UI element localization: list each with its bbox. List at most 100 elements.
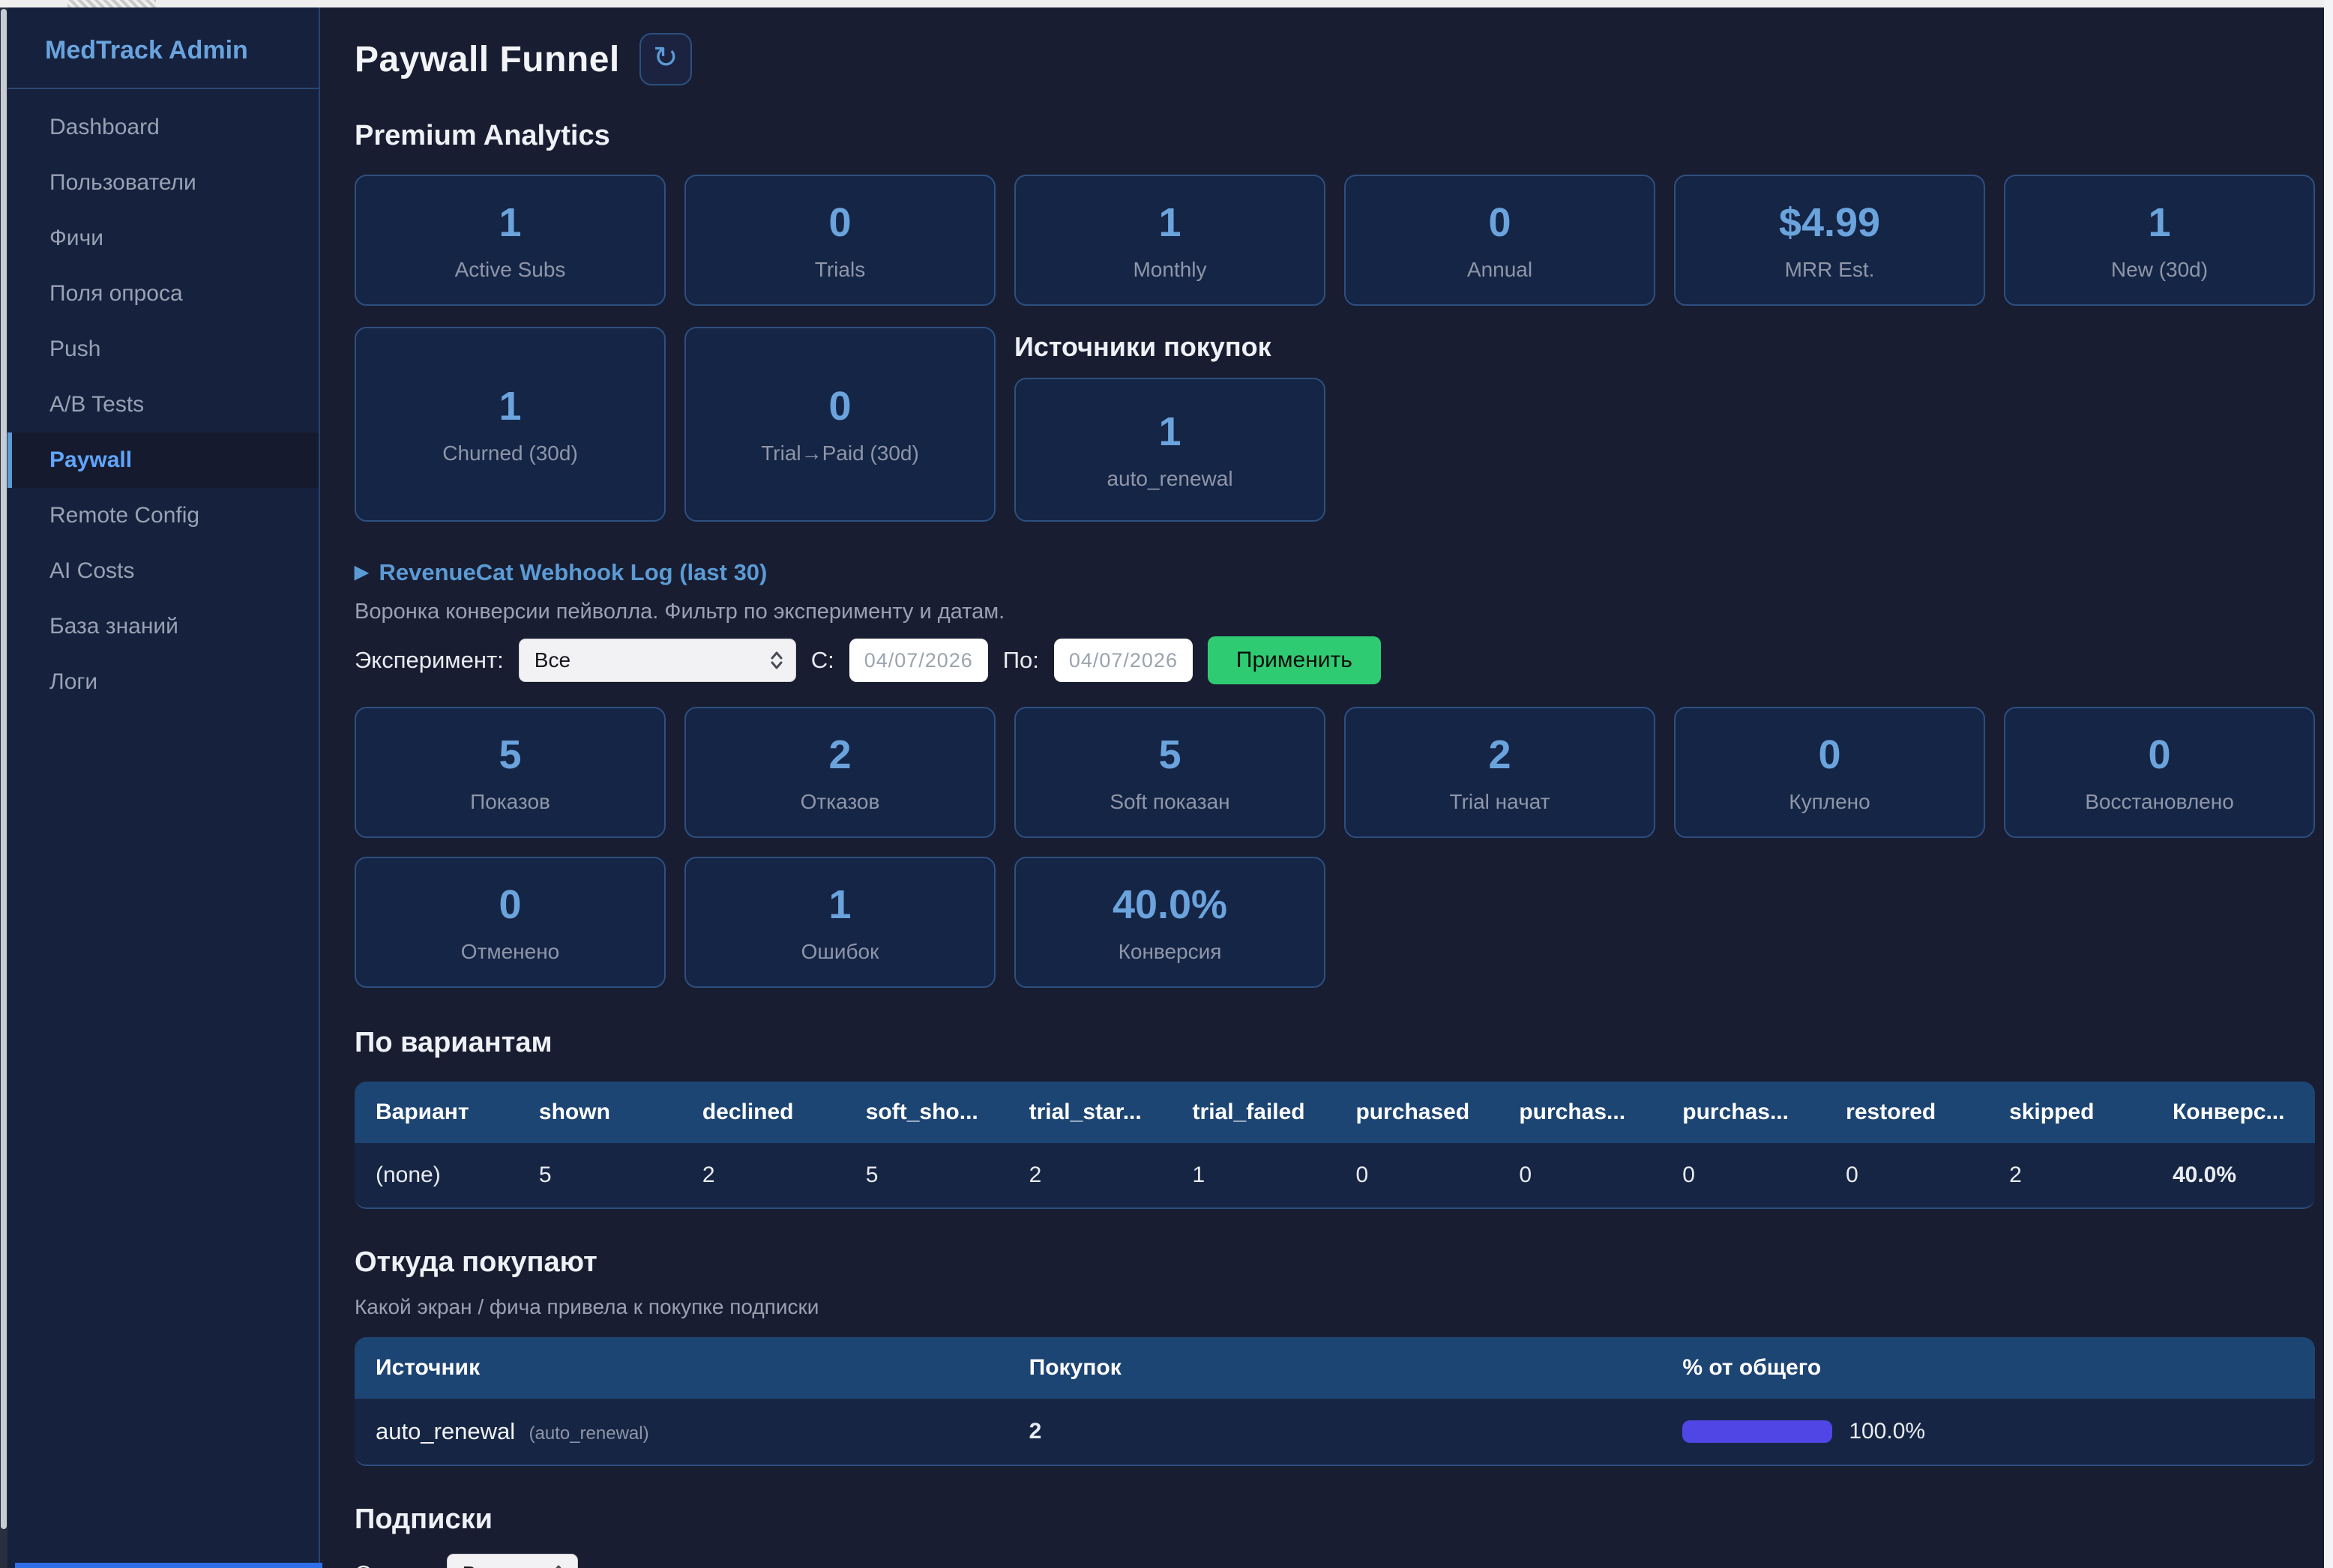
stat-value: 1 <box>2148 199 2171 245</box>
stat-card-trial-to-paid: 0 Trial→Paid (30d) <box>684 327 996 522</box>
stat-card-conversion: 40.0% Конверсия <box>1014 857 1325 988</box>
status-select[interactable]: Все <box>446 1554 578 1568</box>
stat-value: 1 <box>1158 199 1181 245</box>
sidebar-item-ai-costs[interactable]: AI Costs <box>49 558 135 583</box>
stat-label: Trial→Paid (30d) <box>761 441 919 465</box>
variants-table: Вариант shown declined soft_sho... trial… <box>355 1082 2315 1209</box>
stat-value: 0 <box>499 881 522 927</box>
premium-stats-row-1: 1 Active Subs 0 Trials 1 Monthly 0 Annua… <box>355 175 2315 306</box>
stat-label: Отменено <box>460 939 560 963</box>
cell-conversion: 40.0% <box>2151 1143 2315 1207</box>
vertical-scrollbar-thumb[interactable] <box>1 9 7 1529</box>
source-name: auto_renewal <box>376 1418 516 1444</box>
cell-trial-failed: 1 <box>1171 1143 1335 1207</box>
cell-soft-shown: 5 <box>844 1143 1008 1207</box>
cell-trial-started: 2 <box>1008 1143 1172 1207</box>
sidebar-item-users[interactable]: Пользователи <box>49 170 196 195</box>
sidebar-nav: Dashboard Пользователи Фичи Поля опроса … <box>7 89 319 710</box>
stat-label: New (30d) <box>2110 257 2209 281</box>
column-header: trial_failed <box>1171 1082 1335 1143</box>
cell-percent: 100.0% <box>1661 1399 2315 1465</box>
apply-button[interactable]: Применить <box>1207 636 1381 684</box>
stat-value: 0 <box>1488 199 1511 245</box>
column-header-purchases: Покупок <box>1008 1337 1662 1399</box>
column-header: purchas... <box>1498 1082 1662 1143</box>
stat-card-active-subs: 1 Active Subs <box>355 175 666 306</box>
stat-value: $4.99 <box>1778 199 1881 245</box>
premium-stats-row-2: 1 Churned (30d) 0 Trial→Paid (30d) Источ… <box>355 327 2315 522</box>
origin-table-row: auto_renewal (auto_renewal) 2 100.0% <box>355 1399 2315 1465</box>
cell-source: auto_renewal (auto_renewal) <box>355 1399 1008 1465</box>
variants-table-header-row: Вариант shown declined soft_sho... trial… <box>355 1082 2315 1143</box>
sidebar-item-dashboard[interactable]: Dashboard <box>49 115 160 139</box>
stat-label: Куплено <box>1789 789 1870 813</box>
experiment-select-value: Все <box>534 648 571 672</box>
stat-value: 0 <box>828 384 852 429</box>
source-note: (auto_renewal) <box>529 1423 649 1444</box>
subscriptions-heading: Подписки <box>355 1504 493 1535</box>
cell-variant: (none) <box>355 1143 518 1207</box>
window-top-hatch-texture <box>67 0 156 7</box>
stat-label: Trial начат <box>1449 789 1550 813</box>
experiment-select[interactable]: Все <box>518 639 796 682</box>
column-header: shown <box>517 1082 681 1143</box>
column-header: Вариант <box>355 1082 518 1143</box>
sidebar-item-push[interactable]: Push <box>49 337 101 361</box>
window-top-edge <box>0 0 2333 7</box>
date-from-input[interactable]: 04/07/2026 <box>849 639 988 682</box>
percent-bar <box>1682 1420 1833 1443</box>
purchase-origin-subtitle: Какой экран / фича привела к покупке под… <box>355 1295 819 1318</box>
stat-value: 0 <box>2148 732 2171 777</box>
sidebar-item-knowledge-base[interactable]: База знаний <box>49 614 178 639</box>
collapsed-triangle-icon: ▶ <box>355 562 369 582</box>
column-header: Конверс... <box>2151 1082 2315 1143</box>
cell-shown: 5 <box>517 1143 681 1207</box>
stat-card-new-30d: 1 New (30d) <box>2004 175 2315 306</box>
sidebar: MedTrack Admin Dashboard Пользователи Фи… <box>7 7 320 1568</box>
refresh-button[interactable]: ↻ <box>639 33 692 85</box>
date-to-input[interactable]: 04/07/2026 <box>1053 639 1193 682</box>
status-label: Статус: <box>355 1561 435 1568</box>
column-header: restored <box>1825 1082 1989 1143</box>
stat-value: 0 <box>828 199 852 245</box>
select-chevrons-icon <box>555 1565 562 1568</box>
stat-value: 1 <box>828 881 852 927</box>
stat-card-trials: 0 Trials <box>684 175 996 306</box>
stat-label: MRR Est. <box>1784 257 1875 281</box>
column-header: declined <box>681 1082 845 1143</box>
stat-card-shown: 5 Показов <box>355 707 666 838</box>
cell-purchase-3: 0 <box>1661 1143 1825 1207</box>
stat-value: 2 <box>1488 732 1511 777</box>
date-to-value: 04/07/2026 <box>1068 648 1178 672</box>
webhook-log-label: RevenueCat Webhook Log (last 30) <box>379 559 768 585</box>
stat-card-annual: 0 Annual <box>1344 175 1655 306</box>
stat-value: 1 <box>1158 409 1181 454</box>
stat-card-mrr: $4.99 MRR Est. <box>1674 175 1985 306</box>
sidebar-item-features[interactable]: Фичи <box>49 226 103 250</box>
date-from-label: С: <box>810 647 834 673</box>
stat-label: Показов <box>470 789 550 813</box>
stat-card-purchased: 0 Куплено <box>1674 707 1985 838</box>
stat-card-monthly: 1 Monthly <box>1014 175 1325 306</box>
purchase-sources-block: Источники покупок 1 auto_renewal <box>1014 327 1325 522</box>
webhook-log-toggle[interactable]: ▶ RevenueCat Webhook Log (last 30) <box>355 559 2315 586</box>
stat-card-churned-30d: 1 Churned (30d) <box>355 327 666 522</box>
sidebar-item-logs[interactable]: Логи <box>49 669 98 694</box>
stat-label: Ошибок <box>801 939 879 963</box>
sidebar-item-survey-fields[interactable]: Поля опроса <box>49 281 183 306</box>
sidebar-item-ab-tests[interactable]: A/B Tests <box>49 392 145 417</box>
app-window: MedTrack Admin Dashboard Пользователи Фи… <box>7 7 2324 1568</box>
stat-label: Annual <box>1466 257 1533 281</box>
column-header-source: Источник <box>355 1337 1008 1399</box>
app-brand: MedTrack Admin <box>7 7 319 89</box>
stat-card-restored: 0 Восстановлено <box>2004 707 2315 838</box>
cell-purchased: 0 <box>1334 1143 1499 1207</box>
sidebar-item-paywall[interactable]: Paywall <box>7 432 319 488</box>
sidebar-item-remote-config[interactable]: Remote Config <box>49 503 200 528</box>
stat-card-declined: 2 Отказов <box>684 707 996 838</box>
column-header: purchas... <box>1661 1082 1825 1143</box>
stat-value: 2 <box>828 732 852 777</box>
stat-card-cancelled: 0 Отменено <box>355 857 666 988</box>
stat-label: Monthly <box>1133 257 1207 281</box>
origin-table-header-row: Источник Покупок % от общего <box>355 1337 2315 1399</box>
